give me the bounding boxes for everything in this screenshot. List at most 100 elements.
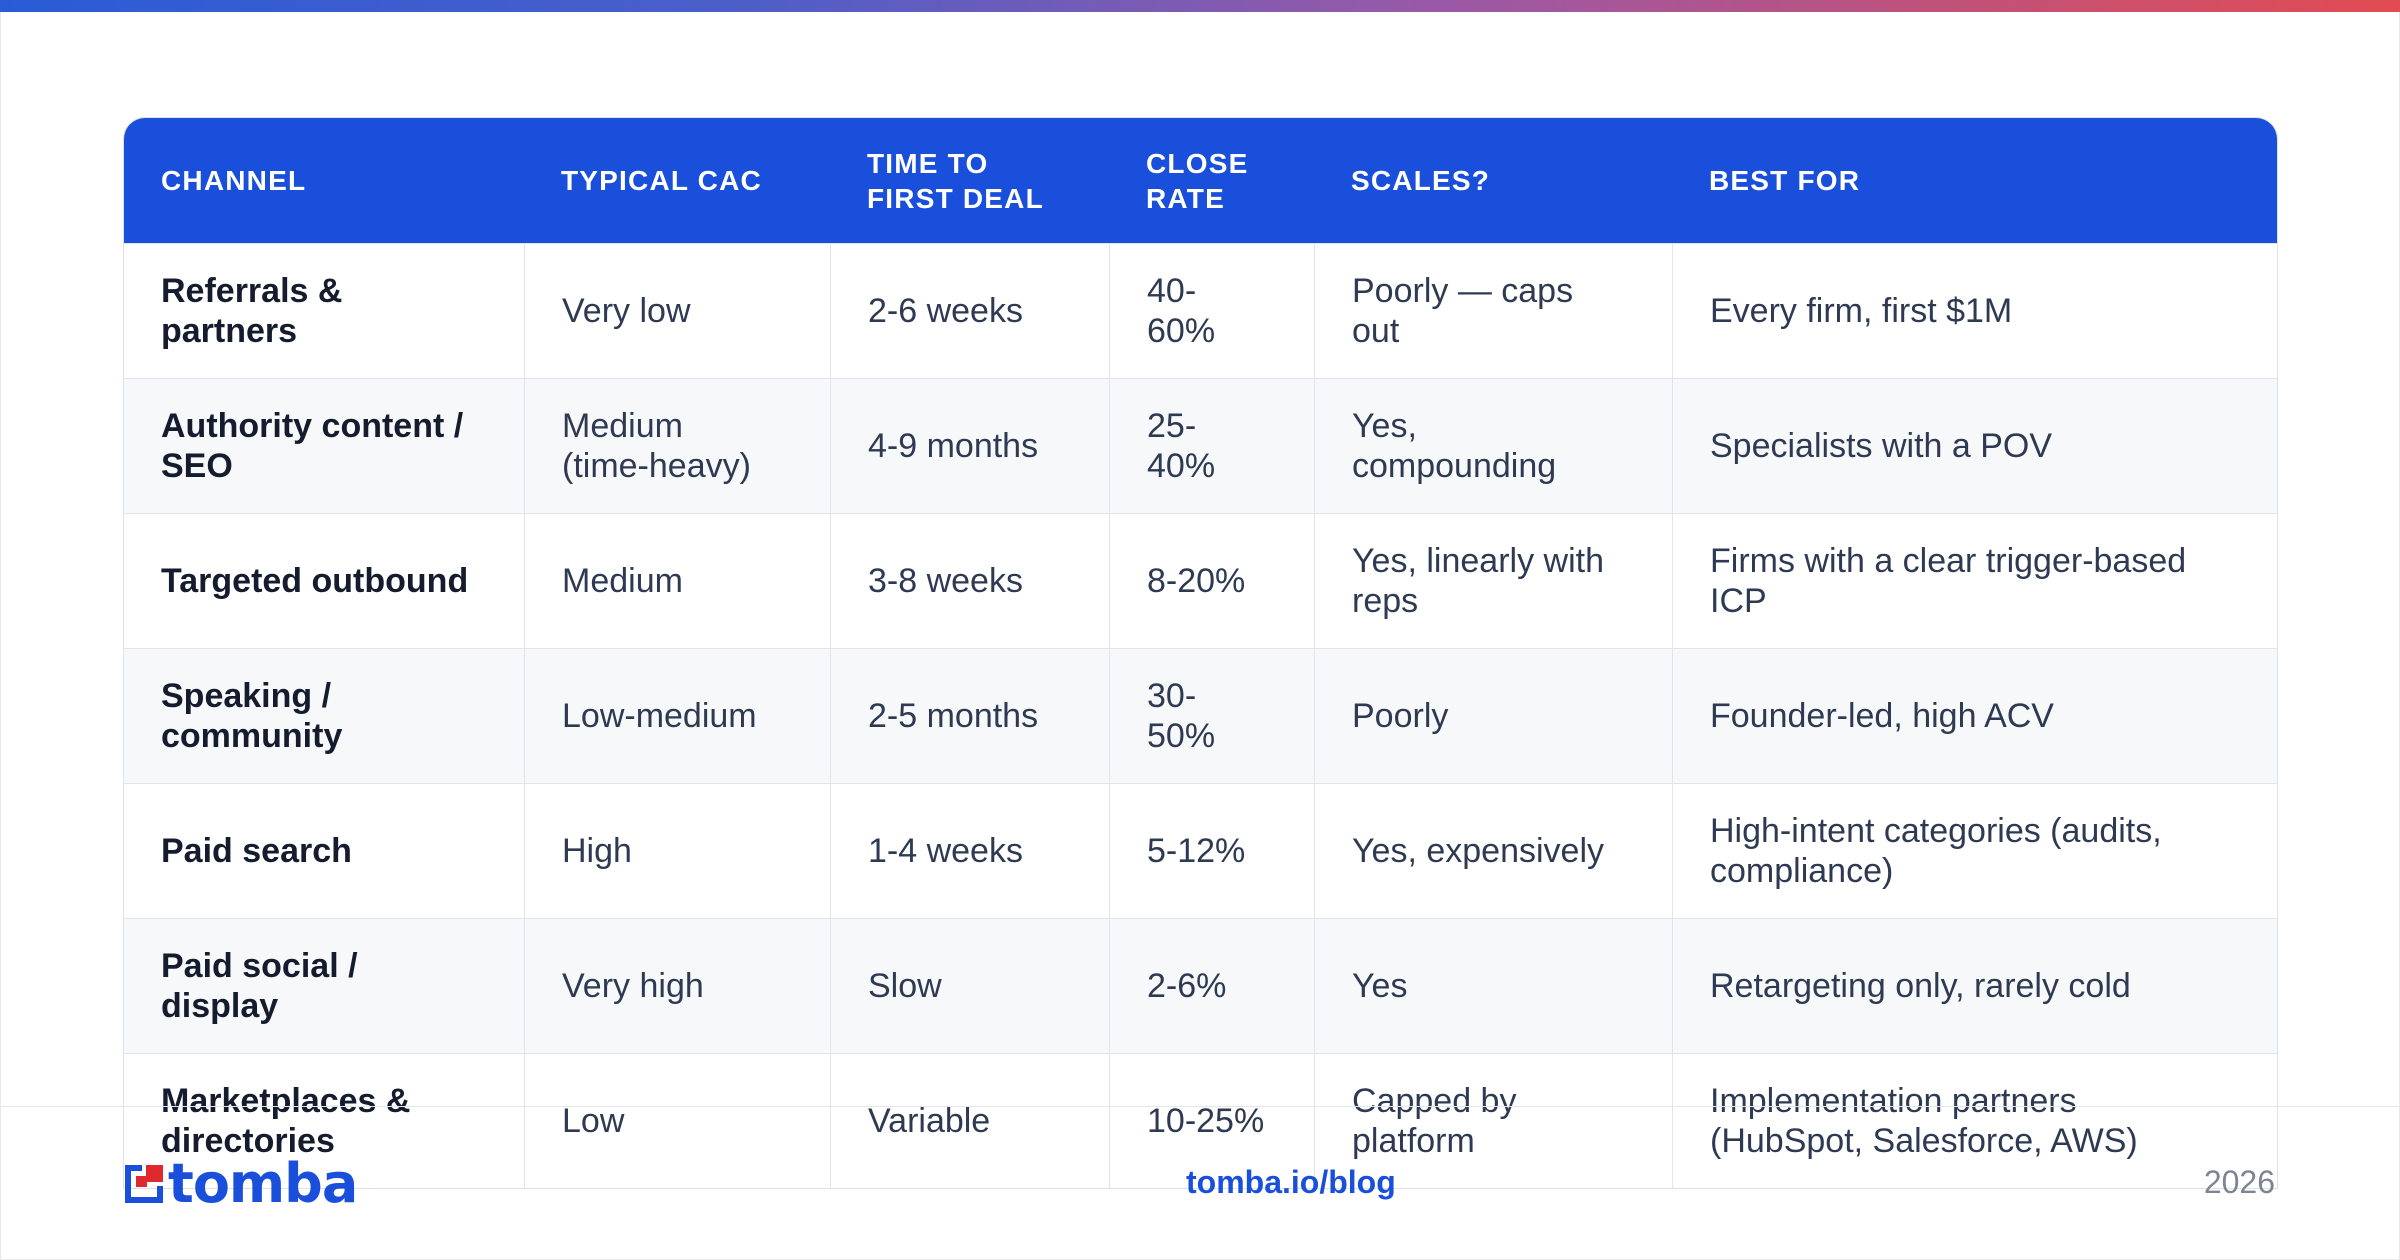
cell-best-for: Specialists with a POV: [1672, 379, 2277, 513]
table-row: Paid social / display Very high Slow 2-6% Ye…: [124, 918, 2277, 1053]
cell-text: High: [562, 832, 632, 870]
table-row: Marketplaces & directories Low Variable 10-…: [124, 1053, 2277, 1188]
cell-text: Paid social / display: [161, 947, 358, 1025]
cell-text: Very low: [562, 292, 691, 330]
cell-text: Yes, expensively: [1352, 832, 1605, 870]
cell-close-rate: 30- 50%: [1109, 649, 1314, 783]
cell-text: Targeted outbound: [161, 562, 469, 600]
cell-typical-cac: Medium (time-heavy): [524, 379, 830, 513]
table-row: Speaking / community Low-medium 2-5 months…: [124, 648, 2277, 783]
cell-text: Founder-led, high ACV: [1710, 697, 2054, 735]
cell-text: Medium (time-heavy): [562, 407, 751, 485]
cell-text: Speaking / community: [161, 677, 343, 755]
cell-text: 40- 60%: [1147, 272, 1216, 350]
cell-scales: Yes, expensively: [1314, 784, 1672, 918]
cell-text: 8-20%: [1147, 562, 1246, 600]
cell-close-rate: 8-20%: [1109, 514, 1314, 648]
cell-best-for: Founder-led, high ACV: [1672, 649, 2277, 783]
table-row: Targeted outbound Medium 3-8 weeks 8-20% Yes…: [124, 513, 2277, 648]
cell-close-rate: 40- 60%: [1109, 244, 1314, 378]
table-body: Referrals & partners Very low 2-6 weeks 40-…: [124, 243, 2277, 1188]
header-time-to-first-deal: TIME TO FIRST DEAL: [867, 147, 1044, 214]
cell-close-rate: 10-25%: [1109, 1054, 1314, 1188]
cell-text: Specialists with a POV: [1710, 427, 2053, 465]
cell-scales: Poorly — caps out: [1314, 244, 1672, 378]
cell-text: Variable: [868, 1102, 991, 1140]
cell-typical-cac: Medium: [524, 514, 830, 648]
cell-text: Poorly — caps out: [1352, 272, 1574, 350]
cell-text: Firms with a clear trigger-based ICP: [1710, 542, 2187, 620]
cell-channel: Targeted outbound: [124, 514, 524, 648]
cell-scales: Yes: [1314, 919, 1672, 1053]
cell-channel: Referrals & partners: [124, 244, 524, 378]
footer-divider: [0, 1106, 2400, 1107]
cell-time-to-first-deal: 2-5 months: [830, 649, 1109, 783]
cell-text: Marketplaces & directories: [161, 1082, 411, 1160]
table-row: Referrals & partners Very low 2-6 weeks 40-…: [124, 243, 2277, 378]
cell-text: 5-12%: [1147, 832, 1246, 870]
table-row: Paid search High 1-4 weeks 5-12% Yes, expens…: [124, 783, 2277, 918]
cell-text: 1-4 weeks: [868, 832, 1023, 870]
cell-text: Yes: [1352, 967, 1408, 1005]
footer-year: 2026: [2203, 1164, 2275, 1200]
cell-text: Implementation partners (HubSpot, Salesf…: [1710, 1082, 2138, 1160]
cell-text: Low: [562, 1102, 625, 1140]
header-best-for: BEST FOR: [1709, 165, 1861, 196]
cell-close-rate: 5-12%: [1109, 784, 1314, 918]
cell-text: Paid search: [161, 832, 352, 870]
tomba-logo-icon: [122, 1162, 166, 1206]
channel-comparison-table: CHANNEL TYPICAL CAC TIME TO FIRST DEAL C…: [123, 117, 2278, 1189]
blog-link[interactable]: tomba.io/blog: [1186, 1164, 1396, 1200]
header-channel: CHANNEL: [161, 165, 307, 196]
tomba-logo-text: tomba: [168, 1152, 358, 1215]
cell-text: 30- 50%: [1147, 677, 1216, 755]
cell-typical-cac: Low-medium: [524, 649, 830, 783]
cell-scales: Capped by platform: [1314, 1054, 1672, 1188]
cell-channel: Marketplaces & directories: [124, 1054, 524, 1188]
cell-text: Retargeting only, rarely cold: [1710, 967, 2131, 1005]
cell-text: Capped by platform: [1352, 1082, 1517, 1160]
cell-time-to-first-deal: Variable: [830, 1054, 1109, 1188]
cell-channel: Paid social / display: [124, 919, 524, 1053]
cell-time-to-first-deal: 1-4 weeks: [830, 784, 1109, 918]
cell-text: 2-5 months: [868, 697, 1039, 735]
cell-close-rate: 25- 40%: [1109, 379, 1314, 513]
cell-typical-cac: Very high: [524, 919, 830, 1053]
cell-text: Yes, linearly with reps: [1352, 542, 1604, 620]
cell-scales: Poorly: [1314, 649, 1672, 783]
cell-text: Low-medium: [562, 697, 757, 735]
cell-channel: Speaking / community: [124, 649, 524, 783]
cell-text: 10-25%: [1147, 1102, 1265, 1140]
cell-text: Very high: [562, 967, 704, 1005]
cell-text: Yes, compounding: [1352, 407, 1557, 485]
cell-time-to-first-deal: 3-8 weeks: [830, 514, 1109, 648]
gradient-top-bar: [0, 0, 2400, 12]
cell-best-for: High-intent categories (audits, complian…: [1672, 784, 2277, 918]
cell-time-to-first-deal: 2-6 weeks: [830, 244, 1109, 378]
cell-typical-cac: Very low: [524, 244, 830, 378]
cell-close-rate: 2-6%: [1109, 919, 1314, 1053]
cell-text: Authority content / SEO: [161, 407, 464, 485]
cell-channel: Authority content / SEO: [124, 379, 524, 513]
cell-text: 25- 40%: [1147, 407, 1216, 485]
header-typical-cac: TYPICAL CAC: [561, 165, 762, 196]
cell-typical-cac: Low: [524, 1054, 830, 1188]
cell-text: High-intent categories (audits, complian…: [1710, 812, 2162, 890]
cell-text: 3-8 weeks: [868, 562, 1023, 600]
cell-text: 2-6%: [1147, 967, 1227, 1005]
cell-typical-cac: High: [524, 784, 830, 918]
cell-best-for: Retargeting only, rarely cold: [1672, 919, 2277, 1053]
cell-best-for: Every firm, first $1M: [1672, 244, 2277, 378]
cell-channel: Paid search: [124, 784, 524, 918]
cell-best-for: Implementation partners (HubSpot, Salesf…: [1672, 1054, 2277, 1188]
cell-time-to-first-deal: Slow: [830, 919, 1109, 1053]
cell-text: 4-9 months: [868, 427, 1039, 465]
tomba-logo[interactable]: tomba: [122, 1152, 358, 1215]
cell-text: Every firm, first $1M: [1710, 292, 2013, 330]
header-scales: SCALES?: [1351, 165, 1491, 196]
cell-best-for: Firms with a clear trigger-based ICP: [1672, 514, 2277, 648]
cell-text: Referrals & partners: [161, 272, 343, 350]
cell-scales: Yes, linearly with reps: [1314, 514, 1672, 648]
cell-text: Poorly: [1352, 697, 1449, 735]
cell-scales: Yes, compounding: [1314, 379, 1672, 513]
